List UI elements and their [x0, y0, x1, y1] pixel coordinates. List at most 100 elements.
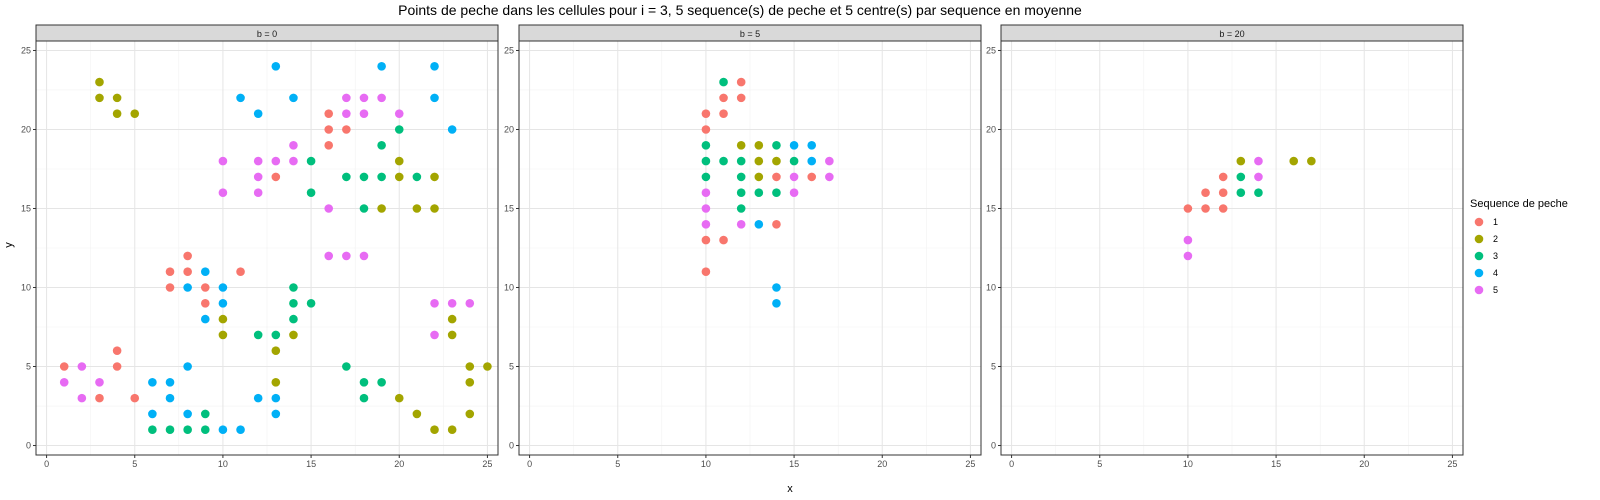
data-point-seq-1: [701, 235, 711, 245]
data-point-seq-4: [789, 140, 799, 150]
data-point-seq-4: [236, 425, 245, 435]
x-tick-label: 5: [132, 459, 137, 469]
y-tick-label: 25: [504, 45, 514, 55]
data-point-seq-4: [430, 93, 439, 103]
data-point-seq-5: [253, 188, 263, 197]
data-point-seq-2: [430, 425, 439, 435]
x-tick-label: 20: [394, 459, 404, 469]
data-point-seq-1: [701, 109, 711, 118]
legend-label: 2: [1493, 234, 1498, 244]
y-tick-label: 5: [991, 362, 996, 372]
data-point-seq-1: [1218, 204, 1228, 213]
panel-border: [1000, 40, 1464, 456]
x-tick-label: 10: [701, 459, 711, 469]
x-tick-label: 0: [527, 459, 532, 469]
data-point-seq-3: [306, 156, 316, 166]
data-point-seq-3: [772, 188, 781, 197]
data-point-seq-2: [289, 330, 298, 340]
data-point-seq-5: [1183, 251, 1193, 261]
data-point-seq-4: [447, 125, 457, 134]
data-point-seq-4: [183, 283, 192, 292]
data-point-seq-3: [412, 172, 422, 182]
data-point-seq-2: [95, 77, 104, 87]
y-tick-label: 5: [26, 362, 31, 372]
data-point-seq-4: [253, 393, 263, 403]
data-point-seq-1: [1201, 188, 1210, 197]
data-point-seq-2: [754, 172, 764, 182]
data-point-seq-2: [271, 378, 281, 387]
data-point-seq-4: [807, 140, 817, 150]
legend-label: 4: [1493, 268, 1498, 278]
data-point-seq-4: [165, 378, 175, 387]
x-tick-label: 25: [482, 459, 492, 469]
x-tick-label: 15: [306, 459, 316, 469]
data-point-seq-5: [218, 188, 228, 197]
data-point-seq-1: [112, 362, 122, 371]
data-point-seq-1: [736, 93, 746, 103]
data-point-seq-4: [148, 378, 157, 387]
data-point-seq-4: [165, 393, 175, 403]
x-axis-title: x: [787, 483, 793, 495]
data-point-seq-4: [218, 299, 228, 308]
data-point-seq-1: [1201, 204, 1210, 213]
x-tick-label: 5: [615, 459, 620, 469]
data-point-seq-2: [377, 204, 386, 213]
panel-border: [35, 40, 499, 456]
y-tick-label: 0: [991, 441, 996, 451]
x-tick-label: 5: [1097, 459, 1102, 469]
data-point-seq-1: [701, 267, 711, 277]
data-point-seq-3: [701, 156, 711, 166]
data-point-seq-5: [359, 251, 369, 261]
data-point-seq-3: [359, 393, 369, 403]
x-tick-label: 20: [1359, 459, 1369, 469]
data-point-seq-3: [289, 283, 298, 292]
data-point-seq-2: [95, 93, 104, 103]
y-tick-label: 25: [986, 45, 996, 55]
data-point-seq-5: [394, 109, 404, 118]
data-point-seq-4: [289, 93, 298, 103]
y-tick-label: 15: [504, 203, 514, 213]
data-point-seq-4: [218, 425, 228, 435]
data-point-seq-3: [165, 425, 175, 435]
data-point-seq-3: [306, 188, 316, 197]
data-point-seq-2: [736, 140, 746, 150]
data-point-seq-5: [342, 251, 351, 261]
data-point-seq-5: [1183, 235, 1193, 245]
data-point-seq-3: [701, 172, 711, 182]
data-point-seq-5: [324, 204, 334, 213]
data-point-seq-4: [148, 409, 157, 419]
data-point-seq-2: [218, 330, 228, 340]
data-point-seq-2: [447, 314, 457, 324]
data-point-seq-3: [200, 409, 210, 419]
data-point-seq-2: [465, 378, 475, 387]
data-point-seq-4: [253, 109, 263, 118]
data-point-seq-5: [825, 172, 834, 182]
data-point-seq-3: [701, 140, 711, 150]
y-tick-label: 15: [21, 203, 31, 213]
panel-border: [518, 40, 982, 456]
y-tick-label: 20: [986, 124, 996, 134]
data-point-seq-5: [359, 109, 369, 118]
x-tick-label: 15: [789, 459, 799, 469]
data-point-seq-4: [200, 314, 210, 324]
data-point-seq-5: [736, 219, 746, 229]
data-point-seq-5: [465, 299, 475, 308]
y-tick-label: 10: [986, 283, 996, 293]
data-point-seq-3: [377, 172, 386, 182]
data-point-seq-2: [130, 109, 140, 118]
data-point-seq-2: [465, 409, 475, 419]
data-point-seq-3: [377, 378, 386, 387]
data-point-seq-1: [342, 125, 351, 134]
data-point-seq-1: [701, 125, 711, 134]
data-point-seq-1: [183, 267, 192, 277]
data-point-seq-3: [789, 156, 799, 166]
data-point-seq-1: [1218, 172, 1228, 182]
y-tick-label: 10: [21, 283, 31, 293]
data-point-seq-2: [483, 362, 492, 371]
legend-label: 5: [1493, 285, 1498, 295]
x-tick-label: 15: [1271, 459, 1281, 469]
data-point-seq-2: [271, 346, 281, 356]
data-point-seq-1: [324, 140, 334, 150]
legend-label: 1: [1493, 217, 1498, 227]
